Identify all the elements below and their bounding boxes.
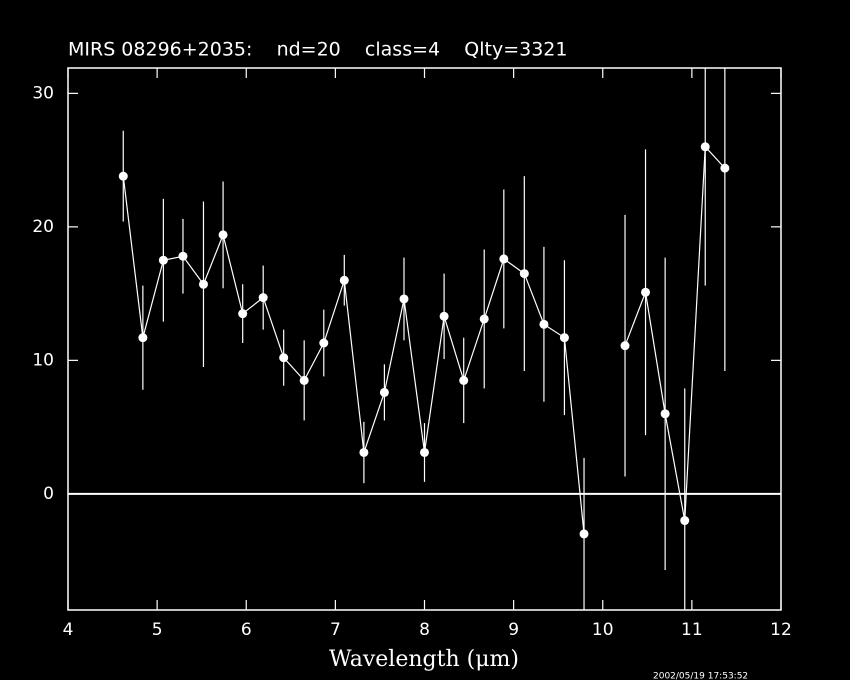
data-point (559, 333, 569, 343)
x-tick-label: 9 (508, 620, 519, 640)
data-point (620, 341, 630, 351)
data-point (439, 311, 449, 321)
plot-frame (67, 67, 782, 611)
y-tick-label: 30 (32, 83, 54, 103)
x-tick-label: 7 (330, 620, 341, 640)
x-axis-label: Wavelength (μm) (329, 647, 519, 672)
data-point (238, 309, 248, 319)
data-point (138, 333, 148, 343)
chart-title: MIRS 08296+2035: nd=20 class=4 Qlty=3321 (68, 39, 567, 61)
data-point (279, 353, 289, 363)
x-tick-label: 12 (770, 620, 792, 640)
data-point (700, 142, 710, 152)
data-point (660, 409, 670, 419)
y-tick-label: 20 (32, 217, 54, 237)
data-point (680, 516, 690, 526)
x-tick-label: 10 (592, 620, 614, 640)
x-tick-label: 11 (681, 620, 703, 640)
data-point (258, 293, 268, 303)
data-point (178, 251, 188, 261)
data-point (720, 163, 730, 173)
data-point (218, 230, 228, 240)
data-point (459, 375, 469, 385)
data-point (339, 275, 349, 285)
data-point (579, 529, 589, 539)
data-point (118, 171, 128, 181)
data-point (539, 319, 549, 329)
timestamp: 2002/05/19 17:53:52 (653, 672, 748, 680)
y-tick-label: 10 (32, 350, 54, 370)
data-point (359, 447, 369, 457)
x-tick-label: 4 (63, 620, 74, 640)
data-point (519, 269, 529, 279)
y-tick-label: 0 (43, 484, 54, 504)
x-tick-label: 6 (241, 620, 252, 640)
data-point (198, 279, 208, 289)
data-point (641, 287, 651, 297)
data-point (420, 447, 429, 457)
data-point (379, 387, 389, 397)
data-point (158, 255, 168, 265)
data-point (299, 375, 309, 385)
data-point (399, 294, 409, 304)
x-tick-label: 8 (419, 620, 430, 640)
data-point (319, 338, 329, 348)
x-tick-label: 5 (152, 620, 163, 640)
data-point (499, 254, 509, 264)
data-point (479, 314, 489, 324)
